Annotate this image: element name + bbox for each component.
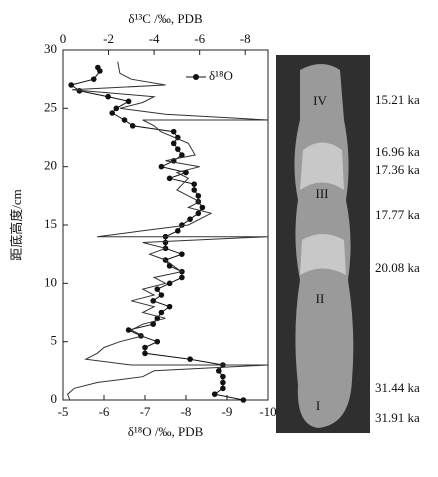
data-point <box>129 123 136 129</box>
data-point <box>175 146 181 152</box>
age-label: 17.77 ka <box>375 207 420 222</box>
age-label: 31.44 ka <box>375 380 420 395</box>
data-point <box>166 303 173 310</box>
data-point <box>150 321 156 327</box>
data-point <box>216 368 222 374</box>
legend-label: δ¹⁸O <box>209 68 233 83</box>
data-point <box>179 251 185 257</box>
data-point <box>105 93 111 100</box>
data-point <box>166 175 173 182</box>
y-tick-label: 5 <box>51 333 58 348</box>
x2-tick-label: -8 <box>240 31 251 46</box>
x2-axis-label: δ¹³C /‰, PDB <box>128 11 203 26</box>
data-point <box>170 140 177 147</box>
y-tick-label: 15 <box>44 216 57 231</box>
data-point <box>170 128 177 135</box>
x-tick-label: -7 <box>140 404 151 419</box>
data-point <box>179 274 185 281</box>
data-point <box>191 181 197 187</box>
data-point <box>90 76 97 82</box>
data-point <box>97 68 103 74</box>
data-point <box>220 385 226 392</box>
data-point <box>183 169 189 176</box>
data-point <box>179 222 185 228</box>
zone-label: IV <box>313 93 327 108</box>
age-label: 31.91 ka <box>375 410 420 425</box>
data-point <box>150 298 156 304</box>
x-tick-label: -6 <box>99 404 110 419</box>
age-label: 17.36 ka <box>375 162 420 177</box>
data-point <box>158 163 165 170</box>
data-point <box>195 193 202 199</box>
data-point <box>211 391 218 397</box>
series-line <box>70 67 244 401</box>
data-point <box>109 110 115 116</box>
zone-label: I <box>316 398 320 413</box>
data-point <box>220 379 226 386</box>
data-point <box>175 228 181 234</box>
data-point <box>158 309 165 316</box>
data-point <box>158 292 165 298</box>
y-tick-label: 0 <box>51 391 58 406</box>
y-tick-label: 10 <box>44 274 57 289</box>
zone-label: II <box>316 291 325 306</box>
plot-frame <box>62 49 269 401</box>
x-axis-label: δ¹⁸O /‰, PDB <box>128 424 204 439</box>
y-axis-label: 距底高度/cm <box>9 189 24 261</box>
data-point <box>142 350 148 357</box>
x2-tick-label: -4 <box>149 31 160 46</box>
data-point <box>121 117 128 123</box>
data-point <box>142 344 148 351</box>
data-point <box>125 327 132 333</box>
data-point <box>175 134 181 141</box>
y-tick-label: 30 <box>44 41 57 56</box>
data-point <box>187 356 193 362</box>
data-point <box>154 338 161 345</box>
data-point <box>240 397 247 403</box>
x-tick-label: -10 <box>259 404 276 419</box>
y-tick-label: 25 <box>44 99 57 114</box>
data-point <box>166 280 173 287</box>
data-point <box>125 98 132 105</box>
x-tick-label: -8 <box>181 404 192 419</box>
x2-tick-label: -2 <box>103 31 114 46</box>
data-point <box>187 216 193 222</box>
data-point <box>154 286 161 292</box>
stalagmite-layer <box>300 142 346 275</box>
x-tick-label: -9 <box>222 404 233 419</box>
age-label: 20.08 ka <box>375 260 420 275</box>
age-label: 15.21 ka <box>375 92 420 107</box>
data-point <box>113 105 120 112</box>
data-point <box>195 210 202 217</box>
legend-marker <box>193 74 199 80</box>
data-point <box>199 204 206 211</box>
age-label: 16.96 ka <box>375 144 420 159</box>
data-point <box>191 187 197 193</box>
series-line <box>67 61 269 401</box>
data-point <box>68 82 74 88</box>
data-point <box>179 152 185 158</box>
x2-tick-label: 0 <box>60 31 67 46</box>
data-point <box>220 373 226 380</box>
data-point <box>162 239 169 246</box>
x-tick-label: -5 <box>58 404 69 419</box>
zone-label: III <box>316 186 329 201</box>
x2-tick-label: -6 <box>194 31 205 46</box>
y-tick-label: 20 <box>44 158 57 173</box>
